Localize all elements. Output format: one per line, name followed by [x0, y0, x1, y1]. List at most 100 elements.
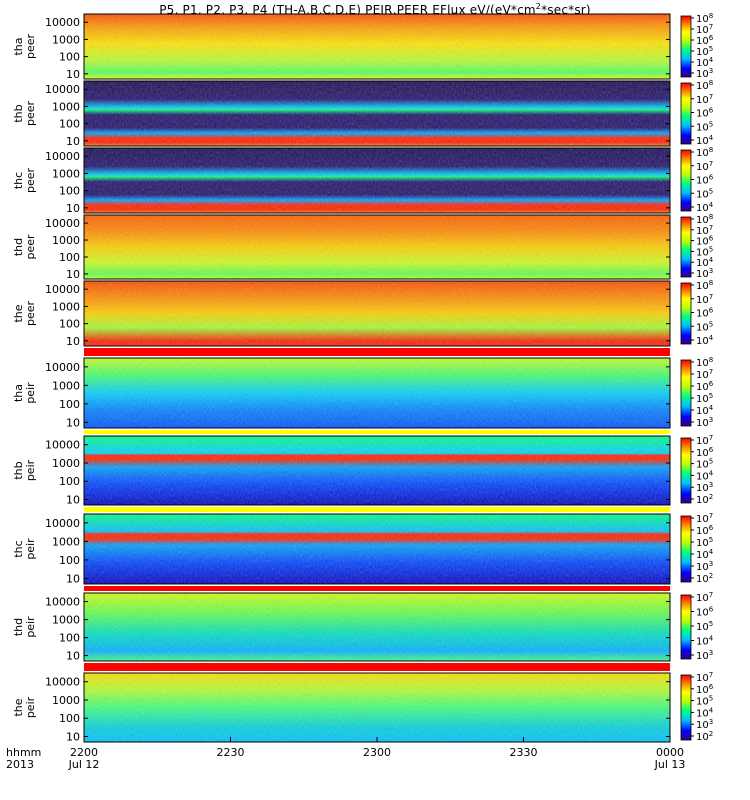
- panel-species-label: peir: [24, 382, 37, 404]
- colorbar-tick-label: 104: [696, 334, 714, 347]
- colorbar: [680, 149, 692, 212]
- colorbar-tick-label: 106: [696, 307, 714, 320]
- y-tick-label: 10: [66, 416, 80, 429]
- colorbar-tick-label: 106: [696, 107, 714, 120]
- spectrogram-texture: [84, 148, 670, 213]
- y-tick-label: 1000: [52, 100, 80, 113]
- colorbar: [680, 515, 692, 583]
- spectrogram-texture: [84, 673, 670, 742]
- colorbar-tick-label: 108: [696, 146, 713, 159]
- panel-frame: [83, 592, 671, 662]
- y-tick-label: 1000: [52, 535, 80, 548]
- y-tick-label: 100: [59, 318, 80, 331]
- y-tick-label: 100: [59, 185, 80, 198]
- spectrogram-texture: [84, 14, 670, 79]
- x-tick-date-label: Jul 12: [68, 758, 100, 771]
- panel-species-label: peer: [24, 301, 37, 327]
- colorbar-tick-label: 107: [696, 591, 713, 604]
- panel-probe-label: thc: [12, 172, 25, 189]
- y-tick-label: 10: [66, 135, 80, 148]
- panel-probe-label: thd: [12, 618, 25, 636]
- y-tick-label: 1000: [52, 614, 80, 627]
- y-tick-label: 10000: [45, 83, 80, 96]
- panel-species-label: peir: [24, 538, 37, 560]
- colorbar: [680, 82, 692, 145]
- colorbar-tick-label: 105: [696, 620, 713, 633]
- x-axis-row-label: hhmm: [6, 746, 41, 759]
- x-tick-time-label: 2230: [217, 746, 245, 759]
- panel-frame: [83, 435, 671, 506]
- y-tick-label: 1000: [52, 694, 80, 707]
- panel-species-label: peir: [24, 696, 37, 718]
- panel-probe-label: the: [12, 698, 25, 716]
- y-tick-label: 100: [59, 251, 80, 264]
- y-tick-label: 10: [66, 268, 80, 281]
- y-tick-label: 10000: [45, 16, 80, 29]
- panel-frame: [83, 147, 671, 214]
- colorbar-tick-label: 103: [696, 649, 713, 662]
- panel-species-label: peir: [24, 459, 37, 481]
- y-tick-label: 10: [66, 202, 80, 215]
- y-tick-label: 100: [59, 632, 80, 645]
- colorbar-tick-label: 102: [696, 730, 713, 743]
- panel-species-label: peer: [24, 34, 37, 60]
- panel-probe-label: thd: [12, 238, 25, 256]
- y-tick-label: 10000: [45, 150, 80, 163]
- colorbar: [680, 282, 692, 345]
- panel-probe-label: tha: [12, 37, 25, 55]
- colorbar: [680, 594, 692, 660]
- panel-frame: [83, 214, 671, 280]
- colorbar: [680, 15, 692, 78]
- colorbar-tick-label: 108: [696, 79, 713, 92]
- panel-probe-label: thb: [12, 461, 25, 479]
- panel-frame: [83, 357, 671, 429]
- y-tick-label: 10000: [45, 283, 80, 296]
- panel-frame: [83, 13, 671, 80]
- colorbar: [680, 216, 692, 278]
- data-gap-bar: [84, 507, 670, 512]
- colorbar-tick-label: 108: [696, 279, 713, 292]
- spectrogram-texture: [84, 215, 670, 279]
- panel-species-label: peer: [24, 234, 37, 260]
- y-tick-label: 10000: [45, 439, 80, 452]
- panel-species-label: peer: [24, 101, 37, 127]
- y-tick-label: 100: [59, 475, 80, 488]
- y-tick-label: 10: [66, 650, 80, 663]
- y-tick-label: 100: [59, 398, 80, 411]
- x-tick-date-label: Jul 13: [654, 758, 686, 771]
- colorbar-tick-label: 102: [696, 493, 713, 506]
- panel-frame: [83, 280, 671, 347]
- panel-species-label: peer: [24, 168, 37, 194]
- panel-probe-label: thc: [12, 540, 25, 557]
- data-gap-bar: [84, 348, 670, 356]
- x-axis-row-label: 2013: [6, 758, 34, 771]
- y-tick-label: 10: [66, 731, 80, 744]
- y-tick-label: 1000: [52, 379, 80, 392]
- spectrogram-texture: [84, 358, 670, 428]
- y-tick-label: 10000: [45, 517, 80, 530]
- data-gap-bar: [84, 663, 670, 671]
- y-tick-label: 1000: [52, 457, 80, 470]
- panel-frame: [83, 80, 671, 147]
- spectrogram-texture: [84, 436, 670, 505]
- y-tick-label: 10: [66, 335, 80, 348]
- y-tick-label: 100: [59, 712, 80, 725]
- spectrogram-texture: [84, 281, 670, 346]
- x-tick-time-label: 2200: [70, 746, 98, 759]
- panel-probe-label: tha: [12, 384, 25, 402]
- colorbar-tick-label: 107: [696, 293, 713, 306]
- spectrogram-texture: [84, 81, 670, 146]
- data-gap-bar: [84, 430, 670, 434]
- y-tick-label: 10: [66, 572, 80, 585]
- x-tick-time-label: 0000: [656, 746, 684, 759]
- y-tick-label: 10000: [45, 596, 80, 609]
- panel-probe-label: thb: [12, 104, 25, 122]
